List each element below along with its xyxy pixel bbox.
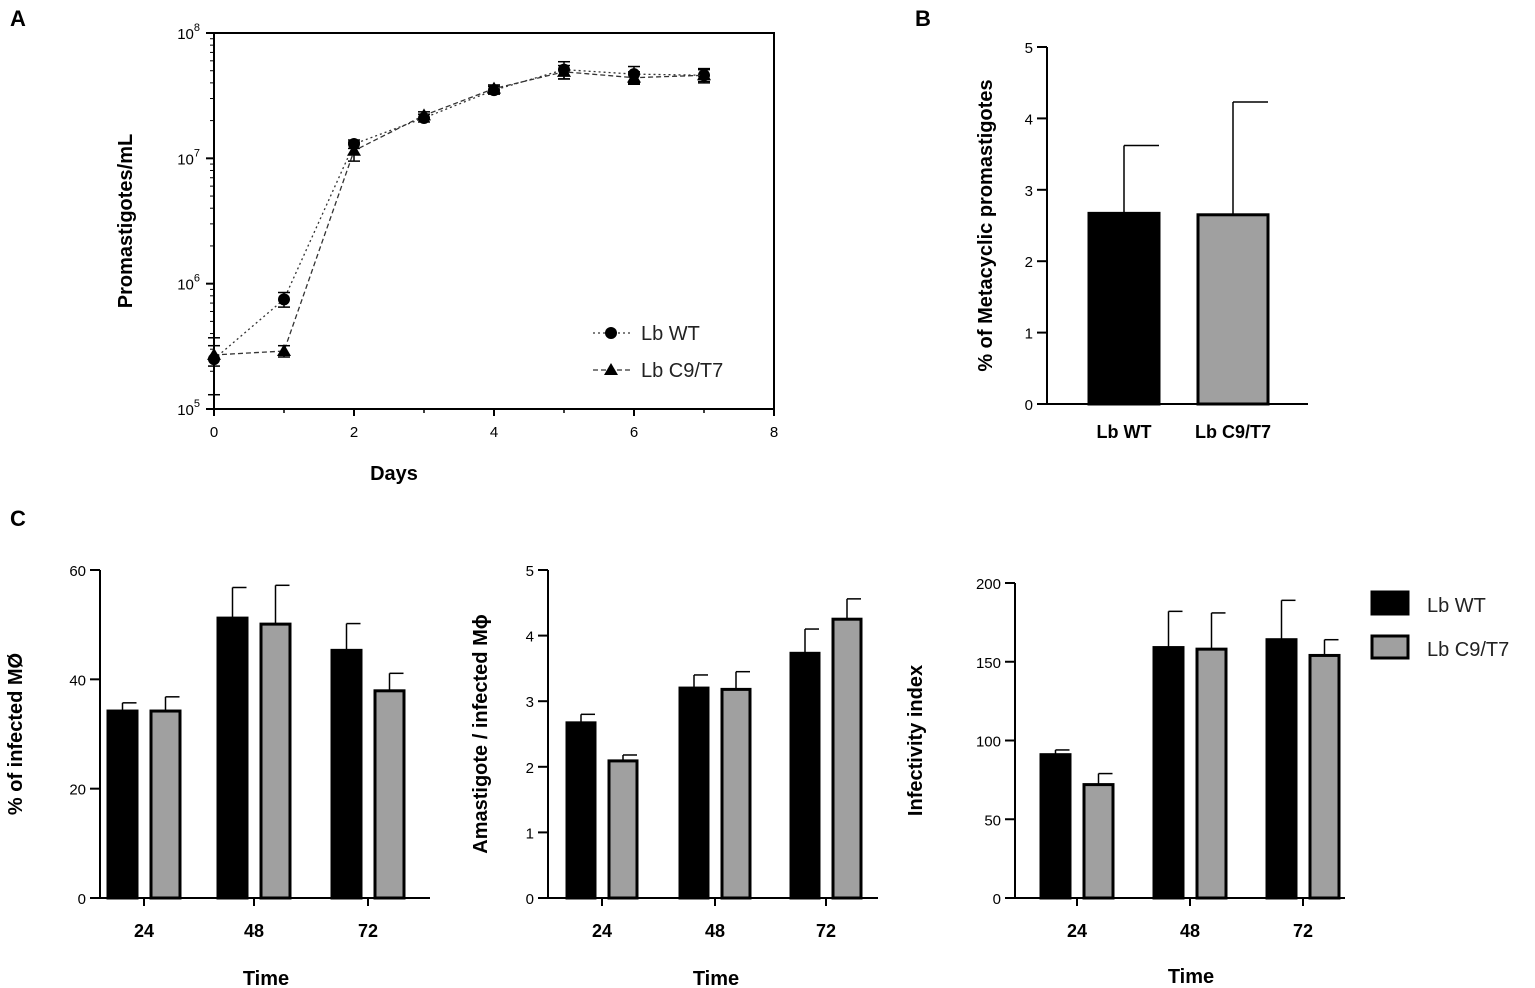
bar-lb-wt-24 [106, 709, 139, 900]
y-axis-title: Promastigotes/mL [115, 134, 137, 308]
y-tick-label: 107 [177, 147, 200, 168]
legend-marker-triangle [604, 363, 618, 375]
y-tick-label: 200 [976, 576, 1001, 593]
bar-lb-c9-t7-lb-c9-t7 [1196, 213, 1270, 406]
legend-label: Lb WT [641, 323, 700, 345]
x-tick-label: Lb C9/T7 [1195, 422, 1271, 442]
panel-label-c: C [10, 506, 26, 531]
y-axis-title: Infectivity index [905, 665, 927, 816]
y-tick-label: 2 [526, 760, 534, 777]
y-tick-label: 0 [78, 891, 86, 908]
y-tick-label: 2 [1025, 254, 1033, 271]
legend-label: Lb C9/T7 [641, 360, 723, 382]
y-tick-label: 0 [526, 891, 534, 908]
legend-marker-circle [605, 327, 617, 339]
x-tick-label: 48 [244, 921, 264, 941]
bar-lb-wt-48 [216, 616, 249, 900]
bar-lb-c9-t7-48 [259, 622, 292, 900]
x-tick-label: Lb WT [1097, 422, 1152, 442]
y-tick-label: 106 [177, 273, 200, 294]
bar-lb-c9-t7-48 [720, 687, 752, 900]
y-tick-label: 108 [177, 22, 200, 43]
panel-label-b: B [915, 6, 931, 31]
x-axis-title: Time [1168, 966, 1214, 988]
bar-lb-c9-t7-72 [831, 617, 863, 900]
bar-lb-c9-t7-48 [1195, 647, 1228, 900]
x-tick-label: 24 [1067, 921, 1087, 941]
x-tick-label: 0 [210, 424, 218, 441]
bar-lb-c9-t7-24 [1082, 783, 1115, 900]
y-tick-label: 150 [976, 655, 1001, 672]
y-axis-title: Amastigote / infected Mϕ [470, 614, 492, 853]
data-point-lb-wt [278, 293, 290, 306]
x-tick-label: 72 [1293, 921, 1313, 941]
y-tick-label: 40 [69, 672, 86, 689]
series-line-lb-wt [213, 68, 705, 360]
x-tick-label: 24 [592, 921, 612, 941]
data-point-lb-c9-t7 [347, 143, 361, 156]
bar-lb-wt-lb-wt [1087, 211, 1161, 406]
bar-lb-wt-72 [1265, 638, 1298, 900]
bar-lb-wt-72 [330, 648, 363, 900]
data-point-lb-c9-t7 [277, 344, 291, 357]
x-axis-title: Time [693, 968, 739, 988]
panel-c-legend: Lb WT Lb C9/T7 [1370, 590, 1509, 661]
x-tick-label: 2 [350, 424, 358, 441]
x-tick-label: 72 [816, 921, 836, 941]
y-tick-label: 4 [526, 629, 534, 646]
y-tick-label: 4 [1025, 111, 1033, 128]
y-tick-label: 5 [526, 563, 534, 580]
data-point-lb-c9-t7 [697, 68, 711, 81]
x-tick-label: 6 [630, 424, 638, 441]
metacyclic-bar-chart: 0 1 2 3 4 5 Lb WT Lb C9/T7 % of Metacyclic proma… [975, 40, 1308, 442]
infectivity-index-bar-chart: 0 50 100 150 200 24 48 72 Time Infectivity index [905, 576, 1345, 988]
x-tick-label: 48 [705, 921, 725, 941]
infected-macrophage-bar-chart: 0 20 40 60 24 48 72 Time % of infected MØ [5, 563, 430, 988]
y-tick-label: 50 [984, 812, 1001, 829]
x-axis-title: Time [243, 968, 289, 988]
data-point-lb-c9-t7 [417, 108, 431, 121]
data-point-lb-c9-t7 [627, 70, 641, 83]
y-tick-label: 60 [69, 563, 86, 580]
bar-lb-wt-72 [789, 651, 821, 900]
y-tick-label: 5 [1025, 40, 1033, 57]
x-tick-label: 24 [134, 921, 154, 941]
y-tick-label: 1 [1025, 326, 1033, 343]
y-tick-label: 1 [526, 825, 534, 842]
bar-lb-wt-24 [565, 721, 597, 900]
y-tick-label: 3 [1025, 183, 1033, 200]
data-point-lb-c9-t7 [207, 347, 221, 360]
data-point-lb-c9-t7 [487, 81, 501, 94]
bar-lb-wt-24 [1039, 753, 1072, 900]
bar-lb-c9-t7-24 [607, 759, 639, 900]
legend-label: Lb C9/T7 [1427, 639, 1509, 661]
bar-lb-c9-t7-72 [1308, 653, 1341, 900]
y-axis-title: % of Metacyclic promastigotes [975, 79, 997, 371]
y-axis-title: % of infected MØ [5, 653, 27, 815]
series-line-lb-c9-t7 [213, 71, 705, 356]
y-tick-label: 0 [993, 891, 1001, 908]
growth-curve-chart: 0 2 4 6 8 105 106 107 108 Days Promastigotes/mL Lb … [115, 22, 778, 485]
panel-label-a: A [10, 6, 26, 31]
y-tick-label: 20 [69, 782, 86, 799]
legend-label: Lb WT [1427, 595, 1486, 617]
bar-lb-wt-48 [1152, 646, 1185, 900]
y-tick-label: 105 [177, 398, 200, 419]
x-tick-label: 48 [1180, 921, 1200, 941]
y-tick-label: 100 [976, 734, 1001, 751]
x-axis-title: Days [370, 463, 418, 485]
legend-swatch-lb-c9-t7 [1370, 634, 1410, 660]
y-tick-label: 3 [526, 694, 534, 711]
bar-lb-wt-48 [678, 686, 710, 900]
x-tick-label: 8 [770, 424, 778, 441]
bar-lb-c9-t7-24 [149, 709, 182, 900]
data-point-lb-c9-t7 [557, 64, 571, 77]
amastigote-per-macrophage-bar-chart: 0 1 2 3 4 5 24 48 72 Time Amastigote / infected Mϕ [470, 563, 878, 988]
x-tick-label: 4 [490, 424, 498, 441]
bar-lb-c9-t7-72 [373, 689, 406, 900]
y-tick-label: 0 [1025, 397, 1033, 414]
legend-swatch-lb-wt [1370, 590, 1410, 616]
x-tick-label: 72 [358, 921, 378, 941]
